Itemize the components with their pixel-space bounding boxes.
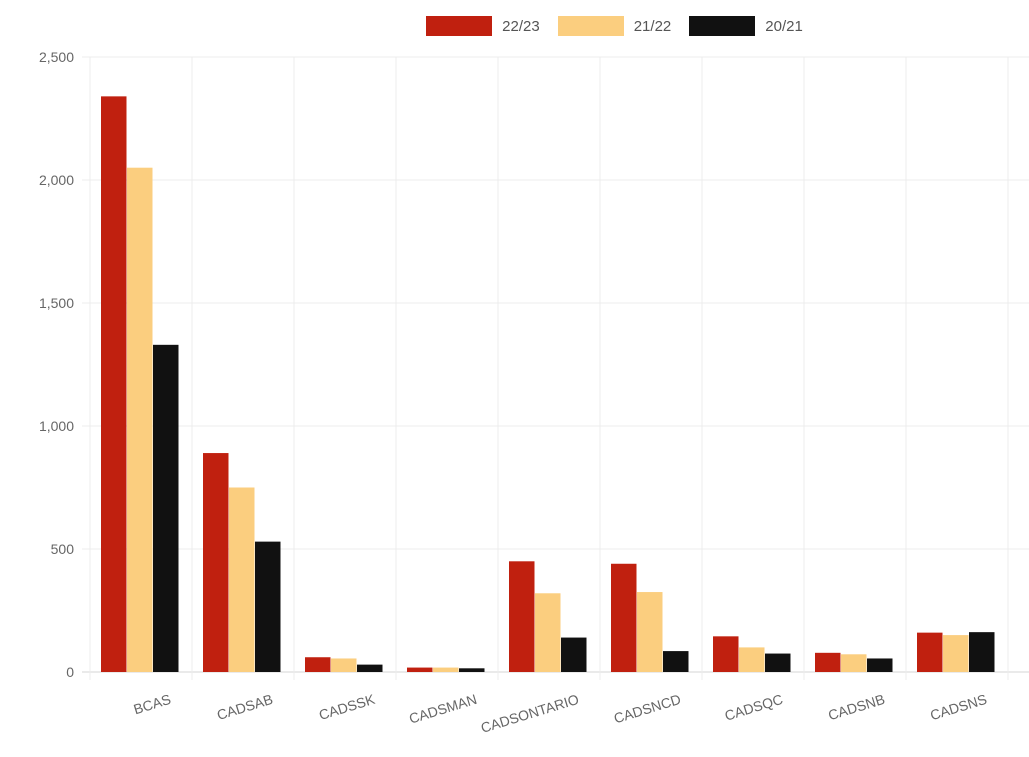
y-tick-label: 1,500 [39, 295, 74, 311]
bar [331, 658, 357, 672]
bar [433, 667, 459, 672]
x-tick-label: CADSNB [826, 691, 886, 723]
bar [841, 654, 867, 672]
bar [815, 652, 841, 672]
legend-item-20-21[interactable]: 20/21 [689, 16, 803, 36]
bar [663, 651, 689, 672]
bar [203, 453, 229, 672]
legend-label-22-23: 22/23 [502, 17, 540, 35]
bar [229, 487, 255, 672]
y-tick-label: 0 [66, 664, 74, 680]
legend-label-20-21: 20/21 [765, 17, 803, 35]
bar [305, 657, 331, 672]
y-tick-label: 1,000 [39, 418, 74, 434]
bar [153, 344, 179, 672]
bar [637, 592, 663, 672]
x-tick-label: CADSMAN [407, 691, 479, 727]
bar [255, 541, 281, 672]
y-tick-label: 2,500 [39, 49, 74, 65]
bar [611, 563, 637, 672]
legend-swatch-21-22 [557, 16, 624, 36]
bar [561, 637, 587, 672]
bar [765, 653, 791, 672]
bar [969, 632, 995, 672]
legend-swatch-22-23 [426, 16, 493, 36]
bar [459, 668, 485, 672]
legend-item-22-23[interactable]: 22/23 [426, 16, 540, 36]
bar [739, 647, 765, 672]
bar [867, 658, 893, 672]
y-tick-label: 2,000 [39, 172, 74, 188]
x-tick-label: CADSONTARIO [479, 691, 581, 736]
bar [357, 664, 383, 672]
bar [917, 632, 943, 672]
y-tick-label: 500 [51, 541, 75, 557]
legend-swatch-20-21 [689, 16, 756, 36]
x-tick-label: CADSAB [215, 691, 275, 723]
bar [101, 96, 127, 673]
bar [535, 593, 561, 672]
x-tick-label: CADSSK [317, 691, 377, 723]
x-tick-label: CADSNS [928, 691, 988, 723]
x-tick-label: CADSQC [723, 691, 785, 724]
bar [943, 635, 969, 672]
bar [407, 667, 433, 672]
legend-label-21-22: 21/22 [633, 17, 672, 35]
legend: 22/23 21/22 20/21 [0, 16, 1029, 36]
legend-item-21-22[interactable]: 21/22 [557, 16, 672, 36]
bar [127, 167, 153, 672]
bar [713, 636, 739, 672]
x-tick-label: BCAS [132, 691, 173, 717]
x-tick-label: CADSNCD [612, 691, 683, 727]
bar [509, 561, 535, 672]
